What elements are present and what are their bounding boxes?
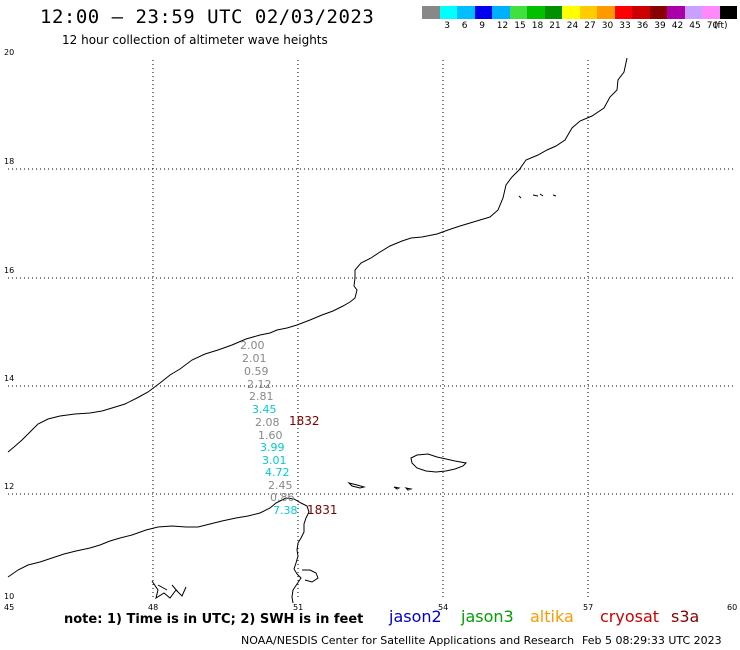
legend-swatch bbox=[457, 6, 475, 19]
legend-swatch bbox=[719, 6, 737, 19]
note: note: 1) Time is in UTC; 2) SWH is in fe… bbox=[64, 612, 364, 627]
islands-kuria-muria bbox=[518, 193, 557, 199]
legend-label: 36 bbox=[636, 21, 649, 31]
legend-swatch bbox=[579, 6, 597, 19]
legend-swatch bbox=[562, 6, 580, 19]
legend-swatch bbox=[474, 6, 492, 19]
track-label: 1832 bbox=[289, 414, 320, 428]
wave-height-value: 0.59 bbox=[244, 365, 269, 378]
longitude-tick-label: 60 bbox=[727, 603, 738, 612]
wave-height-value: 2.01 bbox=[242, 352, 267, 365]
satellite-jason3: jason3 bbox=[461, 607, 514, 626]
legend-label: 9 bbox=[479, 21, 485, 31]
legend-swatch bbox=[422, 6, 440, 19]
satellite-cryosat: cryosat bbox=[600, 607, 660, 626]
wave-height-value: 7.38 bbox=[273, 504, 298, 517]
legend-swatch bbox=[544, 6, 562, 19]
legend-label: 6 bbox=[461, 21, 468, 31]
track-label: 1831 bbox=[307, 503, 338, 517]
legend-swatch bbox=[614, 6, 632, 19]
longitude-tick-label: 57 bbox=[583, 603, 594, 612]
wave-height-value: 2.00 bbox=[240, 339, 265, 352]
legend-swatch bbox=[684, 6, 702, 19]
legend-label: 70 bbox=[706, 21, 719, 31]
longitude-tick-label: 48 bbox=[148, 603, 159, 612]
wave-height-value: 0.86 bbox=[270, 491, 295, 504]
legend-label: 15 bbox=[514, 21, 526, 31]
longitude-tick-label: 54 bbox=[438, 603, 449, 612]
legend-label: 21 bbox=[549, 21, 561, 31]
island-socotra bbox=[410, 453, 468, 473]
legend-label: 18 bbox=[531, 21, 544, 31]
legend-label: 33 bbox=[619, 21, 631, 31]
legend-label: 30 bbox=[601, 21, 614, 31]
legend-swatch bbox=[492, 6, 510, 19]
map-title: 12:00 – 23:59 UTC 02/03/2023 bbox=[40, 6, 375, 28]
satellite-jason2: jason2 bbox=[389, 607, 442, 626]
coastline bbox=[7, 57, 628, 604]
legend-label: 24 bbox=[566, 21, 579, 31]
legend-swatch bbox=[527, 6, 545, 19]
latitude-tick-label: 16 bbox=[4, 266, 15, 275]
wave-height-value: 3.99 bbox=[260, 441, 285, 454]
legend-label: 12 bbox=[496, 21, 509, 31]
legend-label: 45 bbox=[689, 21, 701, 31]
latitude-tick-label: 14 bbox=[4, 374, 15, 383]
legend-swatch bbox=[702, 6, 720, 19]
wave-height-value: 2.81 bbox=[249, 390, 274, 403]
island-abd-al-kuri bbox=[347, 482, 366, 489]
legend-label: 42 bbox=[671, 21, 684, 31]
legend-unit: (ft) bbox=[714, 21, 728, 31]
wave-height-value: 3.01 bbox=[262, 454, 287, 467]
color-legend: 3 6 9 12 15 18 21 24 27 30 33 36 39 42 45 70 (ft) bbox=[0, 0, 740, 40]
legend-swatch bbox=[667, 6, 685, 19]
coastline-somalia bbox=[7, 497, 310, 604]
wave-height-value: 2.12 bbox=[247, 378, 272, 391]
latitude-tick-label: 20 bbox=[4, 48, 15, 57]
legend-label: 27 bbox=[584, 21, 596, 31]
timestamp: Feb 5 08:29:33 UTC 2023 bbox=[582, 634, 722, 647]
legend-swatch bbox=[439, 6, 457, 19]
wave-height-value: 3.45 bbox=[252, 403, 277, 416]
latitude-tick-label: 12 bbox=[4, 482, 15, 491]
coastline-scribble bbox=[151, 580, 187, 600]
credit: NOAA/NESDIS Center for Satellite Applica… bbox=[241, 634, 575, 647]
legend-swatch bbox=[649, 6, 667, 19]
satellite-s3a: s3a bbox=[671, 607, 700, 626]
longitude-tick-label: 51 bbox=[293, 603, 304, 612]
latitude-tick-label: 18 bbox=[4, 157, 15, 166]
wave-height-value: 2.45 bbox=[268, 479, 293, 492]
latitude-tick-label: 10 bbox=[4, 592, 15, 601]
legend-swatch bbox=[509, 6, 527, 19]
graticule bbox=[8, 60, 733, 600]
satellite-altika: altika bbox=[530, 607, 574, 626]
coastline-horn-tip bbox=[302, 569, 319, 583]
wave-height-value: 2.08 bbox=[255, 416, 280, 429]
legend-swatch bbox=[597, 6, 615, 19]
wave-height-value: 1.60 bbox=[258, 429, 283, 442]
wave-height-value: 4.72 bbox=[265, 466, 290, 479]
legend-label: 39 bbox=[654, 21, 666, 31]
map-subtitle: 12 hour collection of altimeter wave hei… bbox=[62, 33, 328, 47]
legend-swatch bbox=[632, 6, 650, 19]
island-brothers bbox=[393, 486, 413, 491]
longitude-tick-label: 45 bbox=[4, 603, 15, 612]
legend-label: 3 bbox=[444, 21, 450, 31]
coastline-arabia bbox=[7, 57, 628, 453]
